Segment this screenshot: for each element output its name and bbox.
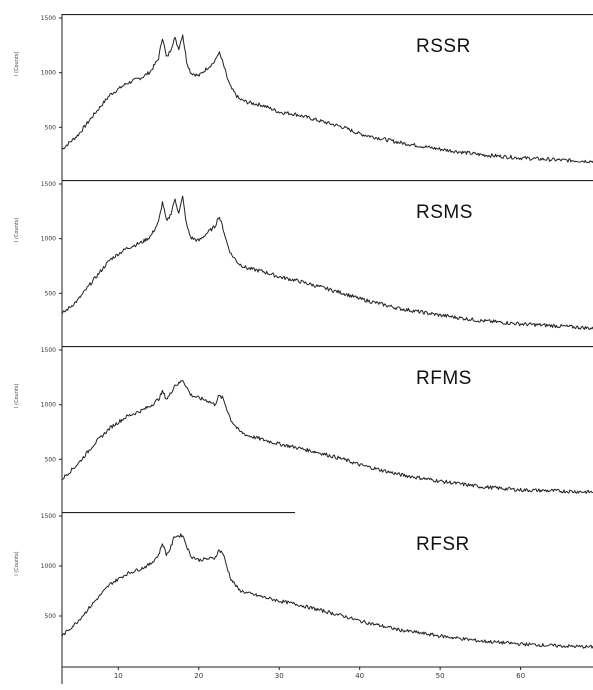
y-axis-label: I (Counts) <box>14 52 20 76</box>
y-tick-label: 1500 <box>41 15 56 22</box>
diffraction-trace-rfsr <box>61 533 593 649</box>
diffraction-trace-rsms <box>61 195 593 330</box>
xrd-panel-rfsr: I (Counts) 1500 1000 500 10 20 30 40 50 60 RFSR <box>0 512 593 684</box>
y-tick-label: 500 <box>45 124 57 131</box>
xrd-plot-rsms: I (Counts) 1500 1000 500 <box>14 180 593 346</box>
y-tick-label: 1500 <box>41 181 56 188</box>
x-tick-label: 20 <box>194 672 203 680</box>
y-tick-label: 1500 <box>41 513 56 520</box>
sample-label: RSMS <box>416 202 473 223</box>
y-tick-label: 1000 <box>41 70 56 77</box>
xrd-plot-rfsr: I (Counts) 1500 1000 500 10 20 30 40 50 60 <box>14 512 593 684</box>
x-tick-label: 10 <box>114 672 123 680</box>
sample-label: RSSR <box>416 36 471 57</box>
diffraction-trace-rfms <box>61 380 593 494</box>
xrd-plot-rfms: I (Counts) 1500 1000 500 <box>14 346 593 512</box>
y-tick-label: 500 <box>45 290 57 297</box>
sample-label: RFMS <box>416 368 472 389</box>
x-tick-label: 30 <box>275 672 284 680</box>
y-axis-label: I (Counts) <box>14 551 20 575</box>
y-tick-label: 1500 <box>41 347 56 354</box>
xrd-panel-rssr: I (Counts) 1500 1000 500 RSSR <box>0 14 593 180</box>
y-tick-label: 1000 <box>41 563 56 570</box>
sample-label: RFSR <box>416 534 470 555</box>
y-axis-label: I (Counts) <box>14 218 20 242</box>
xrd-panel-rfms: I (Counts) 1500 1000 500 RFMS <box>0 346 593 512</box>
y-tick-label: 500 <box>45 456 57 463</box>
y-tick-label: 1000 <box>41 402 56 409</box>
diffraction-trace-rssr <box>61 34 593 164</box>
y-axis-label: I (Counts) <box>14 384 20 408</box>
y-tick-label: 500 <box>45 613 57 620</box>
y-tick-label: 1000 <box>41 236 56 243</box>
xrd-plot-rssr: I (Counts) 1500 1000 500 <box>14 14 593 180</box>
x-tick-label: 60 <box>516 672 525 680</box>
x-tick-label: 40 <box>355 672 364 680</box>
x-tick-label: 50 <box>436 672 445 680</box>
xrd-panel-rsms: I (Counts) 1500 1000 500 RSMS <box>0 180 593 346</box>
